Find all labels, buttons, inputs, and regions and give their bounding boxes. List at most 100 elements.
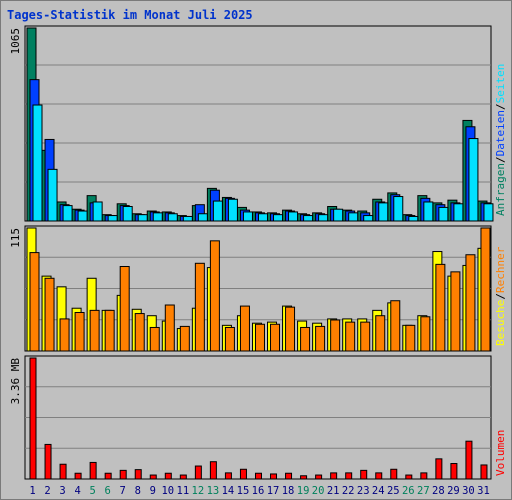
middle-max-label: 115 (9, 228, 22, 248)
x-tick-label-day-17: 17 (267, 485, 280, 497)
top-bar-seiten-1 (32, 104, 43, 222)
legend-top-part: Dateien (494, 110, 507, 156)
x-tick-label-day-6: 6 (105, 485, 111, 497)
top-bar-seiten-18 (288, 211, 299, 222)
middle-bar-rechner-12 (194, 262, 205, 352)
middle-bar-rechner-25 (390, 300, 401, 352)
middle-bar-rechner-28 (435, 263, 446, 352)
top-bar-seiten-2 (47, 168, 58, 222)
top-bar-seiten-7 (122, 206, 133, 222)
legend-top-part: Seiten (494, 64, 507, 104)
x-tick-label-day-16: 16 (252, 485, 265, 497)
top-bar-seiten-24 (378, 202, 389, 222)
legend-middle: Besuche/Rechner (494, 246, 507, 346)
legend-top-part: Anfragen (494, 163, 507, 216)
chart-title: Tages-Statistik im Monat Juli 2025 (7, 8, 253, 22)
bottom-bar-volumen-2 (44, 443, 52, 480)
middle-bar-rechner-14 (224, 326, 235, 352)
middle-bar-rechner-19 (300, 326, 311, 352)
middle-bar-rechner-23 (360, 321, 371, 352)
x-tick-label-day-24: 24 (372, 485, 385, 497)
middle-bar-rechner-11 (179, 325, 190, 352)
x-tick-label-day-11: 11 (177, 485, 190, 497)
top-max-label: 1065 (9, 28, 22, 55)
bottom-bar-volumen-1 (29, 357, 37, 480)
top-bar-seiten-14 (227, 198, 238, 222)
middle-bar-rechner-2 (44, 277, 55, 352)
middle-bar-rechner-31 (480, 227, 491, 352)
legend-top-part: / (494, 103, 507, 110)
top-bar-seiten-16 (257, 213, 268, 222)
bottom-bar-volumen-6 (104, 472, 112, 480)
x-tick-label-day-5: 5 (89, 485, 95, 497)
x-tick-label-day-20: 20 (312, 485, 325, 497)
bottom-bar-volumen-29 (450, 463, 458, 480)
bottom-bar-volumen-30 (465, 440, 473, 480)
x-tick-label-day-9: 9 (150, 485, 156, 497)
middle-bar-rechner-26 (405, 324, 416, 352)
bottom-bar-volumen-19 (300, 475, 308, 480)
x-tick-label-day-3: 3 (59, 485, 65, 497)
x-tick-label-day-13: 13 (207, 485, 220, 497)
bottom-bar-volumen-31 (480, 464, 488, 480)
top-bar-seiten-13 (212, 200, 223, 222)
top-plot-area (24, 25, 492, 222)
bottom-bar-volumen-21 (330, 472, 338, 480)
x-tick-label-day-10: 10 (161, 485, 174, 497)
legend-middle-part: Besuche (494, 300, 507, 346)
bottom-bar-volumen-14 (224, 472, 232, 480)
top-bar-seiten-10 (167, 213, 178, 222)
top-bar-seiten-27 (423, 201, 434, 222)
middle-bar-rechner-15 (239, 305, 250, 352)
bottom-bar-volumen-18 (285, 472, 293, 480)
top-bar-seiten-4 (77, 210, 88, 222)
bottom-bar-volumen-17 (270, 473, 278, 480)
middle-bar-rechner-29 (450, 271, 461, 352)
top-bar-seiten-20 (318, 214, 329, 222)
top-bar-seiten-22 (348, 212, 359, 222)
bottom-bar-volumen-27 (420, 472, 428, 480)
x-tick-label-day-12: 12 (192, 485, 205, 497)
middle-bar-rechner-13 (209, 240, 220, 352)
bottom-bar-volumen-3 (59, 463, 67, 480)
bottom-bar-volumen-28 (435, 458, 443, 480)
middle-bar-rechner-8 (134, 313, 145, 352)
middle-bar-rechner-7 (119, 266, 130, 352)
x-tick-label-day-1: 1 (29, 485, 35, 497)
top-bar-seiten-31 (483, 203, 494, 222)
bottom-bar-volumen-4 (74, 472, 82, 480)
bottom-bar-volumen-13 (209, 461, 217, 480)
legend-bottom: Volumen (494, 430, 507, 476)
bottom-bar-volumen-16 (254, 472, 262, 480)
top-bar-seiten-26 (408, 215, 419, 222)
x-tick-label-day-25: 25 (387, 485, 400, 497)
middle-bar-rechner-4 (74, 311, 85, 352)
x-tick-label-day-27: 27 (417, 485, 430, 497)
bottom-bar-volumen-12 (194, 465, 202, 480)
top-bar-seiten-21 (333, 208, 344, 222)
legend-top: Anfragen/Dateien/Seiten (494, 64, 507, 216)
legend-bottom-part: Volumen (494, 430, 507, 476)
bottom-max-label: 3.36 MB (9, 358, 22, 405)
x-tick-label-day-22: 22 (342, 485, 355, 497)
top-bar-seiten-9 (152, 212, 163, 222)
bottom-bar-volumen-25 (390, 468, 398, 480)
legend-middle-part: / (494, 293, 507, 300)
top-bar-seiten-5 (92, 201, 103, 222)
top-bar-seiten-15 (242, 211, 253, 222)
middle-bar-rechner-30 (465, 254, 476, 352)
middle-bar-rechner-24 (375, 315, 386, 352)
top-bar-seiten-8 (137, 214, 148, 222)
middle-bar-rechner-16 (254, 323, 265, 352)
middle-bar-rechner-20 (315, 325, 326, 352)
top-bar-seiten-25 (393, 196, 404, 222)
middle-bar-rechner-5 (89, 309, 100, 352)
x-tick-label-day-23: 23 (357, 485, 370, 497)
legend-middle-part: Rechner (494, 246, 507, 293)
bottom-bar-volumen-11 (179, 474, 187, 480)
bottom-bar-volumen-23 (360, 469, 368, 480)
x-tick-label-day-21: 21 (327, 485, 340, 497)
middle-bar-rechner-6 (104, 309, 115, 352)
x-tick-label-day-2: 2 (44, 485, 50, 497)
